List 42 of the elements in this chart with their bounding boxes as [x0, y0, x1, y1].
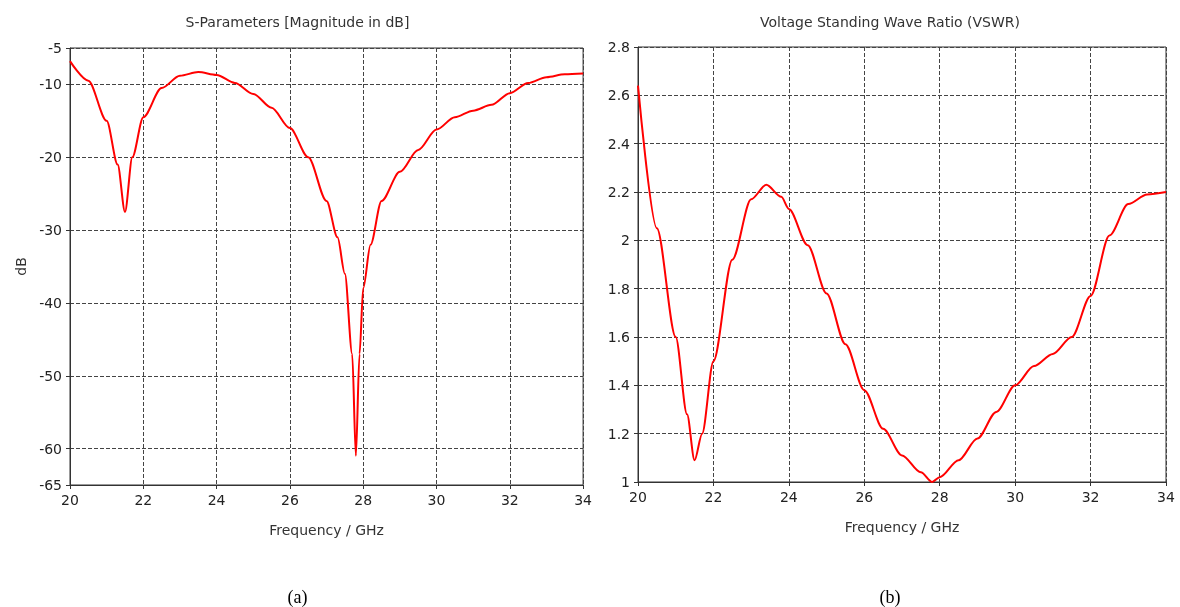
x-tick-label: 20 [629, 489, 647, 505]
y-tick-label: -50 [39, 367, 62, 384]
x-tick-label: 28 [354, 492, 373, 508]
y-tick-label: -5 [48, 40, 62, 56]
x-tick-label: 26 [280, 492, 299, 508]
x-tick-label: 26 [855, 489, 874, 505]
y-tick-label: 2.2 [607, 184, 630, 200]
text: (b) [879, 587, 901, 607]
y-tick-label: 2 [621, 232, 630, 249]
y-tick-label: 2.4 [607, 135, 631, 152]
chart-title: Voltage Standing Wave Ratio (VSWR) [759, 14, 1021, 30]
text: (a) [287, 587, 308, 607]
y-tick-label: 2.6 [607, 87, 631, 104]
x-tick-label: 30 [427, 492, 446, 508]
x-tick-label: 28 [930, 489, 949, 505]
y-tick-label: 1.6 [607, 329, 631, 345]
x-tick-label: 32 [1081, 489, 1100, 505]
x-tick-label: 34 [1157, 489, 1175, 505]
x-axis-title: Frequency / GHz [844, 519, 960, 535]
y-tick-label: 1.4 [607, 377, 631, 394]
chart-title: S-Parameters [Magnitude in dB] [185, 14, 410, 30]
y-tick-label: -65 [39, 477, 62, 493]
y-tick-label: -40 [39, 294, 62, 311]
line-series [69, 60, 585, 457]
y-tick-label: -60 [39, 440, 62, 457]
x-tick-label: 22 [704, 489, 723, 505]
y-tick-label: 1 [621, 474, 630, 490]
y-tick-label: 2.8 [607, 39, 630, 55]
x-tick-label: 32 [500, 492, 519, 508]
y-tick-label: 1.2 [607, 425, 630, 442]
y-tick-label: -20 [39, 149, 62, 166]
x-tick-label: 24 [779, 489, 798, 505]
y-axis-title: dB [13, 257, 30, 276]
x-axis-title: Frequency / GHz [269, 522, 384, 538]
x-tick-label: 24 [207, 492, 226, 508]
y-tick-label: 1.8 [607, 280, 630, 297]
y-tick-label: -30 [39, 222, 62, 239]
x-tick-label: 22 [134, 492, 153, 508]
y-tick-label: -10 [39, 76, 62, 93]
x-tick-label: 20 [61, 492, 79, 508]
x-tick-label: 30 [1006, 489, 1025, 505]
x-tick-label: 34 [574, 492, 593, 508]
